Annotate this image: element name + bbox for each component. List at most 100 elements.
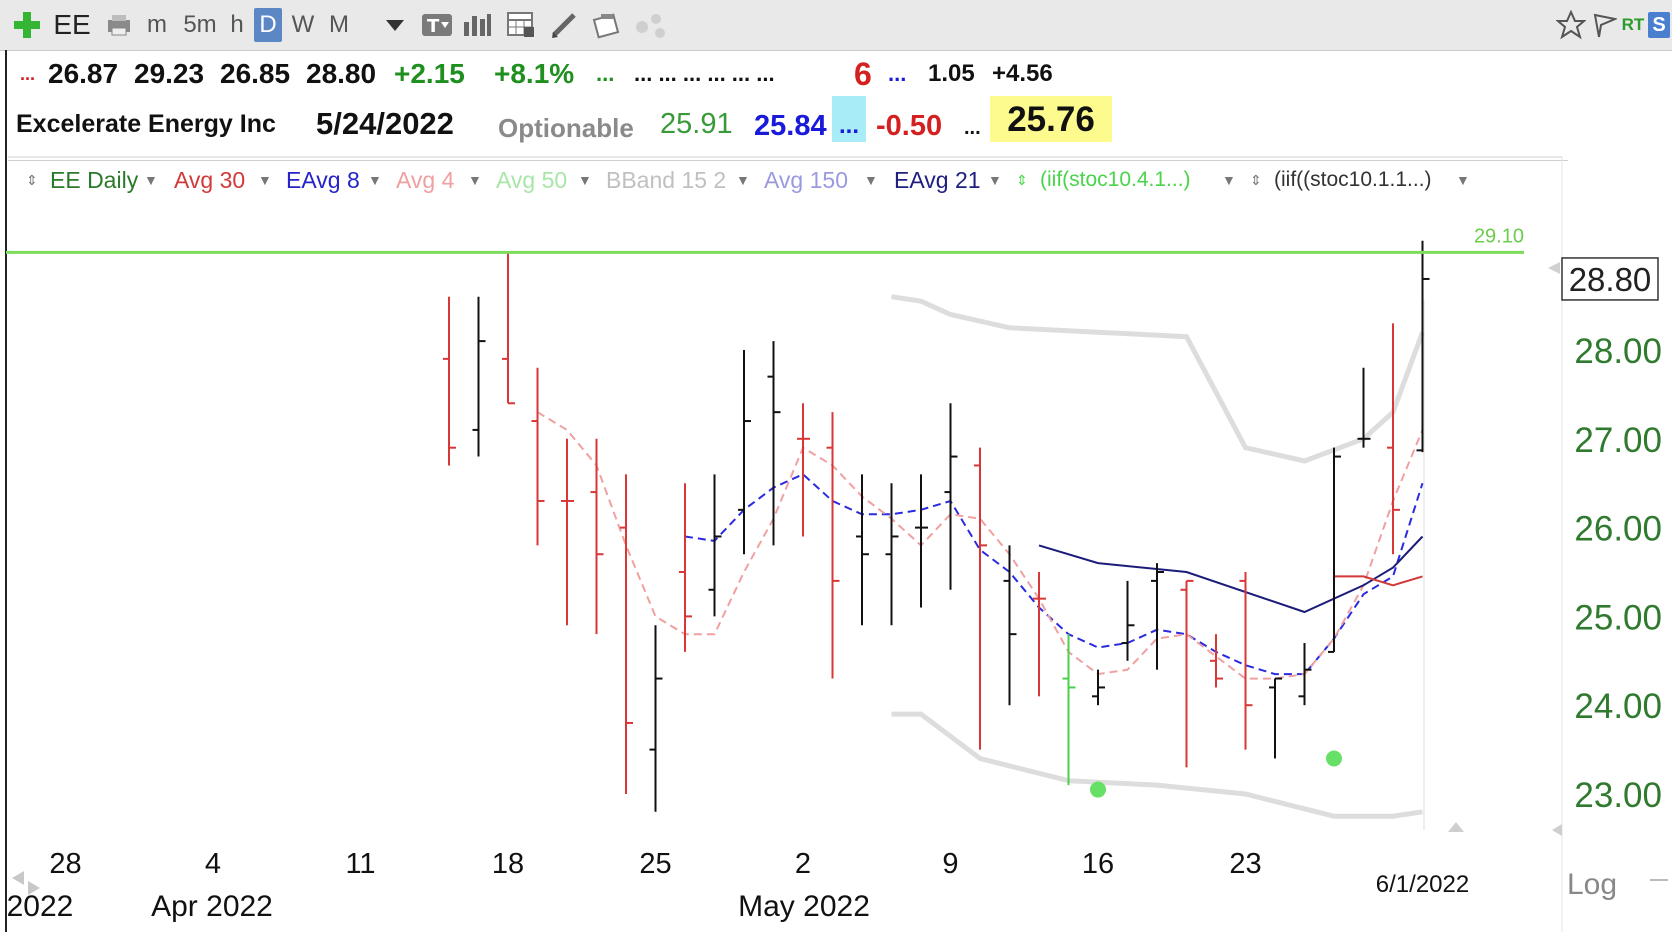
study-avg-50[interactable]: Avg 50 xyxy=(496,167,568,193)
ohlc-bar xyxy=(561,438,574,626)
ohlc-bar xyxy=(649,625,663,812)
ohlc-bar xyxy=(1387,323,1400,555)
last-date-label: 6/1/2022 xyxy=(1376,871,1469,898)
x-month-label: Apr 2022 xyxy=(151,890,273,923)
x-tick-label: 16 xyxy=(1082,848,1114,880)
study-ee-daily[interactable]: EE Daily xyxy=(50,167,139,193)
clipboard-icon[interactable] xyxy=(590,8,624,42)
add-icon[interactable] xyxy=(10,8,44,42)
ohlc-bar xyxy=(1298,643,1312,706)
ohlc-bar xyxy=(1121,580,1135,661)
scroll-left-icon[interactable] xyxy=(1552,824,1562,836)
red-value: -0.50 xyxy=(876,110,943,142)
move-handle-icon[interactable]: ⇕ xyxy=(1016,172,1028,188)
y-tick-label: 26.00 xyxy=(1574,510,1662,549)
open-value: 26.87 xyxy=(48,58,119,89)
series-line-bband-lower xyxy=(891,711,1423,819)
chevron-down-icon[interactable]: ▼ xyxy=(736,172,750,188)
calculator-icon[interactable] xyxy=(504,8,538,42)
scroll-up-icon[interactable] xyxy=(1448,822,1464,832)
svg-text:T: T xyxy=(427,16,440,37)
toolbar: EE m 5m h D W M T xyxy=(0,0,1672,51)
study-avg-30[interactable]: Avg 30 xyxy=(174,167,246,193)
study-avg-4[interactable]: Avg 4 xyxy=(396,167,455,193)
study-avg-150[interactable]: Avg 150 xyxy=(764,167,848,193)
ohlc-bar xyxy=(1269,677,1282,759)
value-b: +4.56 xyxy=(992,60,1053,87)
chevron-down-icon[interactable]: ▼ xyxy=(468,172,482,188)
ohlc-bar xyxy=(797,403,810,537)
interval-m[interactable]: m xyxy=(147,11,167,38)
green-value: 25.91 xyxy=(660,108,733,140)
low-value: 26.85 xyxy=(220,58,291,89)
study-eavg-8[interactable]: EAvg 8 xyxy=(286,167,360,193)
ohlc-bar xyxy=(1151,563,1164,670)
bar-chart-icon[interactable] xyxy=(460,8,494,42)
green-dots: ... xyxy=(596,61,615,86)
interval-5m[interactable]: 5m xyxy=(183,11,217,38)
chevron-down-icon[interactable]: ▼ xyxy=(988,172,1002,188)
ohlc-bar xyxy=(1062,634,1076,786)
s-label[interactable]: S xyxy=(1648,12,1670,38)
print-icon[interactable] xyxy=(104,8,134,42)
chevron-down-icon[interactable]: ▼ xyxy=(1222,172,1236,188)
ohlc-bar xyxy=(1416,240,1430,453)
signal-dot xyxy=(1326,750,1342,767)
ohlc-bar xyxy=(590,438,604,635)
company-name: Excelerate Energy Inc xyxy=(16,110,276,138)
study-bband[interactable]: BBand 15 2 xyxy=(606,167,727,193)
ohlc-bar xyxy=(443,296,456,466)
ohlc-bar xyxy=(1180,579,1194,768)
last-price-box xyxy=(1561,257,1659,301)
ohlc-bar xyxy=(1357,367,1371,448)
rt-label[interactable]: RT xyxy=(1621,15,1645,34)
x-tick-label: 9 xyxy=(942,848,958,880)
signal-dot xyxy=(1090,781,1106,798)
resistance-label: 29.10 xyxy=(1474,225,1524,247)
x-tick-label: 28 xyxy=(49,848,81,880)
last-price-label: 28.80 xyxy=(1569,261,1652,298)
ohlc-bar xyxy=(1210,634,1223,688)
chevron-down-icon[interactable]: ▼ xyxy=(144,172,158,188)
star-icon[interactable] xyxy=(1554,8,1588,42)
yellow-value: 25.76 xyxy=(990,96,1112,142)
flag-icon[interactable] xyxy=(1592,8,1619,42)
y-tick-label: 24.00 xyxy=(1574,687,1662,726)
chevron-down-icon[interactable]: ▼ xyxy=(864,172,878,188)
y-tick-label: 25.00 xyxy=(1574,598,1662,637)
scroll-arrows-icon[interactable] xyxy=(12,871,40,895)
y-tick-label: 28.00 xyxy=(1574,332,1662,371)
y-tick-label: 27.00 xyxy=(1574,421,1662,460)
interval-w[interactable]: W xyxy=(291,11,315,38)
pencil-icon[interactable] xyxy=(548,8,582,42)
ohlc-bar xyxy=(679,483,692,652)
study-iif-stoc-4[interactable]: (iif(stoc10.4.1...) xyxy=(1040,168,1191,191)
x-tick-label: 23 xyxy=(1229,848,1261,880)
interval-d[interactable]: D xyxy=(254,8,282,42)
move-handle-icon[interactable]: ⇕ xyxy=(26,172,38,188)
dropdown-icon[interactable] xyxy=(384,8,406,42)
study-eavg-21[interactable]: EAvg 21 xyxy=(894,167,981,193)
move-handle-icon[interactable]: ⇕ xyxy=(1250,172,1262,188)
ohlc-bar xyxy=(856,474,869,626)
interval-m-monthly[interactable]: M xyxy=(329,11,349,38)
chevron-down-icon[interactable]: ▼ xyxy=(578,172,592,188)
x-month-label: 2022 xyxy=(7,890,74,923)
chevron-down-icon[interactable]: ▼ xyxy=(1456,172,1470,188)
quote-date: 5/24/2022 xyxy=(316,106,454,141)
ohlc-bar xyxy=(620,474,633,794)
study-iif-stoc-1[interactable]: (iif((stoc10.1.1...) xyxy=(1274,168,1432,191)
interval-h[interactable]: h xyxy=(230,11,244,38)
network-icon[interactable] xyxy=(632,8,672,42)
log-scale-label: Log xyxy=(1567,868,1617,901)
chevron-down-icon[interactable]: ▼ xyxy=(258,172,272,188)
black-dots: ... ... ... ... ... ... xyxy=(634,61,775,86)
ohlc-bar xyxy=(826,412,840,679)
chevron-down-icon[interactable]: ▼ xyxy=(368,172,382,188)
symbol-label[interactable]: EE xyxy=(53,9,91,40)
series-line-bband-upper xyxy=(891,294,1425,464)
x-tick-label: 4 xyxy=(205,848,221,880)
text-tool-icon[interactable]: T xyxy=(420,8,454,42)
